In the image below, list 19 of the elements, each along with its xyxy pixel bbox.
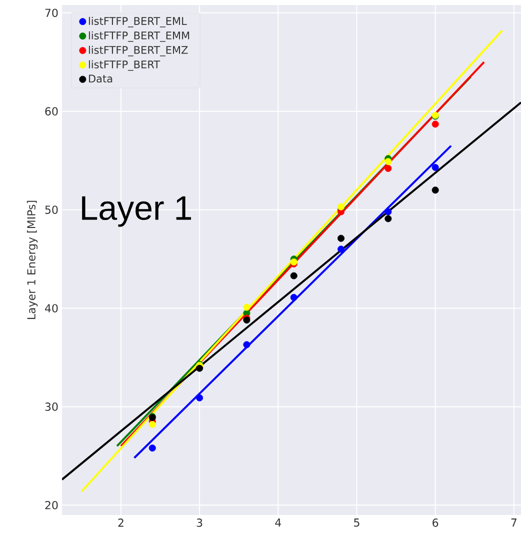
legend-label: listFTFP_BERT_EMZ [88,46,188,56]
legend-label: listFTFP_BERT_EMM [88,31,190,42]
y-axis-title: Layer 1 Energy [MIPs] [26,200,38,319]
x-tick-label: 7 [511,518,516,527]
y-tick-label: 40 [45,304,58,312]
annotation: Layer 1 [82,196,192,227]
y-tick-label: 20 [45,501,58,510]
x-tick-label: 6 [432,518,438,527]
y-tick-label: 50 [45,206,58,214]
x-tick-label: 2 [118,518,124,527]
legend-label: Data [89,74,112,83]
x-tick-label: 3 [196,518,202,527]
legend-label: listFTFP_BERT [88,60,160,71]
y-tick-label: 30 [45,402,58,411]
x-tick-label: 4 [275,518,282,527]
y-tick-label: 60 [45,107,58,116]
y-tick-label: 70 [45,8,58,18]
legend-label: listFTFP_BERT_EML [88,16,187,28]
x-tick-label: 5 [354,518,360,527]
